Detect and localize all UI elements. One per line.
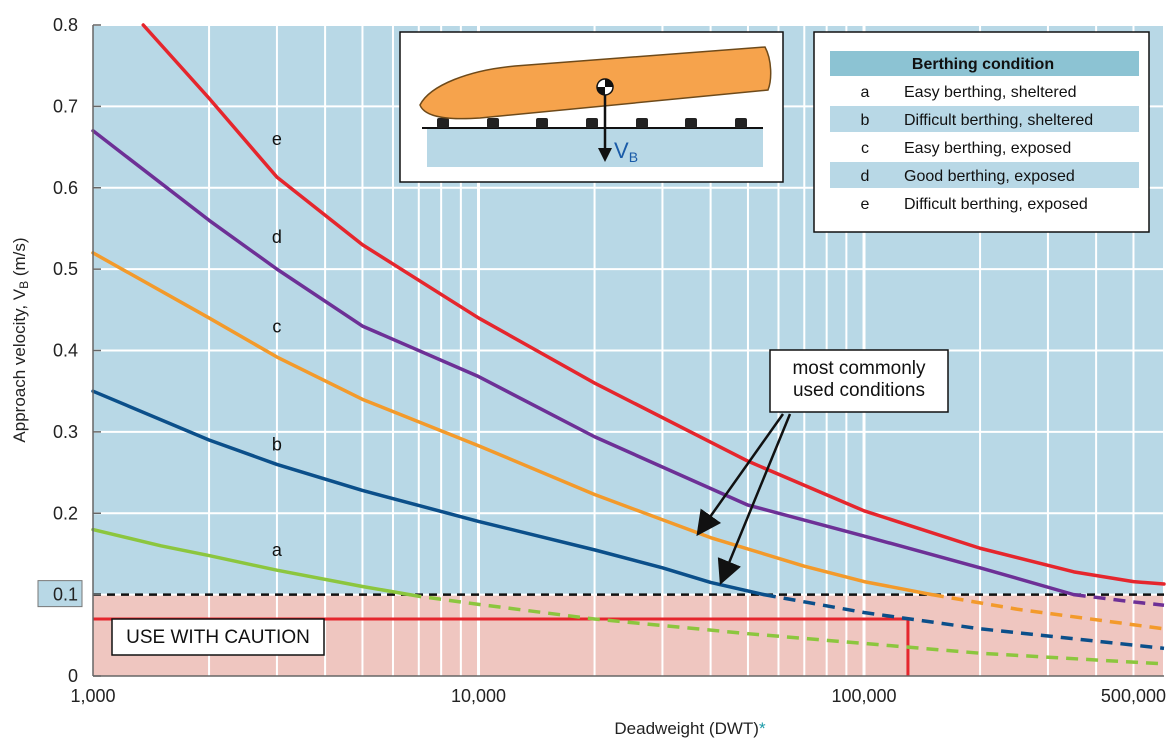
y-tick-label: 0.4	[53, 341, 78, 361]
inset-fender	[735, 118, 747, 128]
inset-velocity-label-main: V	[614, 138, 629, 163]
legend-entry-label: Good berthing, exposed	[904, 168, 1075, 185]
y-axis-label-unit: (m/s)	[10, 237, 29, 280]
ship-inset: VB	[399, 31, 784, 183]
y-tick-label: 0.3	[53, 422, 78, 442]
inset-fender	[586, 118, 598, 128]
y-tick-label: 0.2	[53, 503, 78, 523]
x-tick-label: 1,000	[70, 686, 115, 706]
legend-row-stripe	[830, 106, 1139, 132]
inset-fender	[685, 118, 697, 128]
legend-title: Berthing condition	[912, 56, 1054, 73]
threshold-tick-box	[37, 580, 83, 608]
inset-water	[427, 128, 763, 167]
inset-cog-quadrant-1	[605, 79, 613, 87]
series-line-d-dashed	[1073, 592, 1165, 607]
legend-key: d	[861, 168, 870, 185]
series-line-b	[91, 389, 766, 597]
caution-label-box	[111, 618, 325, 656]
series-line-c-dashed	[931, 592, 1165, 631]
legend-key: a	[861, 84, 870, 101]
y-tick-label: 0.7	[53, 96, 78, 116]
curve-labels: a b c d e	[272, 129, 283, 560]
y-tick-label: 0	[68, 666, 78, 686]
y-tick-label: 0.8	[53, 15, 78, 35]
y-tick-label: 0.6	[53, 178, 78, 198]
curve-label-e: e	[272, 129, 282, 149]
legend-entry-label: Easy berthing, sheltered	[904, 84, 1077, 101]
y-tick-label: 0.5	[53, 259, 78, 279]
series-line-d	[91, 129, 1076, 597]
x-axis-label-asterisk: *	[759, 719, 766, 738]
legend-entry-label: Easy berthing, exposed	[904, 140, 1071, 157]
common-conditions-line: used conditions	[793, 380, 925, 401]
series-lines	[91, 23, 1166, 666]
inset-fender	[437, 118, 449, 128]
curve-label-b: b	[272, 434, 282, 454]
x-tick-label: 500,000	[1101, 686, 1166, 706]
legend-row-stripe	[830, 162, 1139, 188]
legend-key: b	[861, 112, 870, 129]
inset-fender	[536, 118, 548, 128]
inset-fender	[636, 118, 648, 128]
inset-fender	[487, 118, 499, 128]
x-axis-label-main: Deadweight (DWT)	[614, 719, 759, 738]
y-axis-label-sub: B	[17, 281, 31, 289]
axes: 0 0.1 0.2 0.3 0.4 0.5 0.6 0.7 0.8 1,000 10,000 100,…	[10, 15, 1166, 738]
common-conditions-box	[769, 349, 949, 413]
legend-header	[830, 51, 1139, 76]
common-conditions-line: most commonly	[792, 358, 926, 379]
caution-label: USE WITH CAUTION	[126, 627, 310, 648]
inset-velocity-label: VB	[614, 138, 638, 165]
x-tick-label: 100,000	[831, 686, 896, 706]
x-tick-label: 10,000	[451, 686, 506, 706]
series-line-e	[141, 23, 1166, 586]
legend: Berthing condition a Easy berthing, shelte…	[813, 31, 1150, 233]
curve-label-a: a	[272, 540, 283, 560]
y-axis-label-main: Approach velocity, V	[10, 288, 29, 442]
legend-key: e	[861, 196, 870, 213]
y-tick-label: 0.1	[53, 585, 78, 605]
inset-velocity-arrowhead	[598, 148, 612, 162]
legend-key: c	[861, 140, 869, 157]
series-line-a	[91, 527, 412, 597]
legend-entry-label: Difficult berthing, sheltered	[904, 112, 1093, 129]
y-axis-label: Approach velocity, VB (m/s)	[10, 237, 31, 442]
common-conditions-arrow	[696, 413, 785, 537]
curve-label-c: c	[272, 316, 281, 336]
legend-entry-label: Difficult berthing, exposed	[904, 196, 1088, 213]
series-line-a-dashed	[409, 592, 1165, 666]
series-line-b-dashed	[763, 592, 1165, 651]
inset-cog-quadrant-2	[597, 87, 605, 95]
common-conditions-arrow	[717, 413, 792, 585]
inset-ship-hull	[419, 46, 772, 120]
curve-label-d: d	[272, 227, 282, 247]
inset-velocity-label-sub: B	[629, 149, 638, 165]
series-line-c	[91, 251, 934, 597]
x-axis-label: Deadweight (DWT)*	[614, 719, 766, 738]
